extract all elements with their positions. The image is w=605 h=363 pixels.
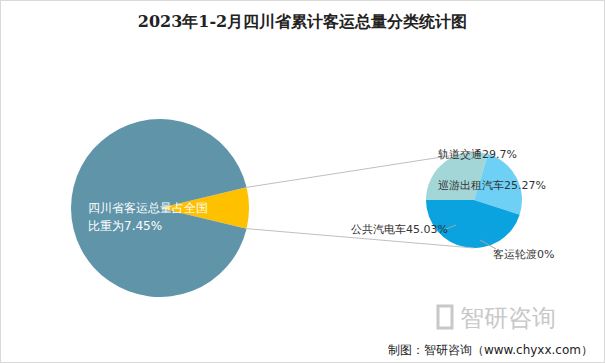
data-label: 公共汽电车45.03% <box>351 223 448 236</box>
data-label: 客运轮渡0% <box>493 248 554 261</box>
label-category: 轨道交通 <box>438 148 482 161</box>
label-value: 25.27% <box>504 179 546 192</box>
background <box>1 1 605 363</box>
label-category: 巡游出租汽车 <box>438 179 504 192</box>
chart: 2023年1-2月四川省累计客运总量分类统计图四川省客运总量占全国比重为7.45… <box>0 0 605 363</box>
label-value: 45.03% <box>406 223 448 236</box>
annotation-line: 四川省客运总量占全国 <box>88 201 208 215</box>
data-label: 巡游出租汽车25.27% <box>438 179 546 192</box>
label-category: 客运轮渡 <box>493 248 537 261</box>
watermark-icon <box>438 306 452 328</box>
title: 2023年1-2月四川省累计客运总量分类统计图 <box>138 12 467 31</box>
label-value: 0% <box>537 248 554 261</box>
annotation-line: 比重为7.45% <box>88 219 162 233</box>
main-pie <box>71 119 249 297</box>
source: 制图：智研咨询（www.chyxx.com） <box>388 343 593 357</box>
pie-slice <box>71 119 247 297</box>
label-category: 公共汽电车 <box>351 223 406 236</box>
pie-slice <box>426 200 474 201</box>
data-label: 轨道交通29.7% <box>438 148 517 161</box>
watermark-text: 智研咨询 <box>460 304 556 332</box>
annotation: 四川省客运总量占全国比重为7.45% <box>88 201 208 233</box>
watermark: 智研咨询 <box>438 304 556 332</box>
label-value: 29.7% <box>482 148 517 161</box>
